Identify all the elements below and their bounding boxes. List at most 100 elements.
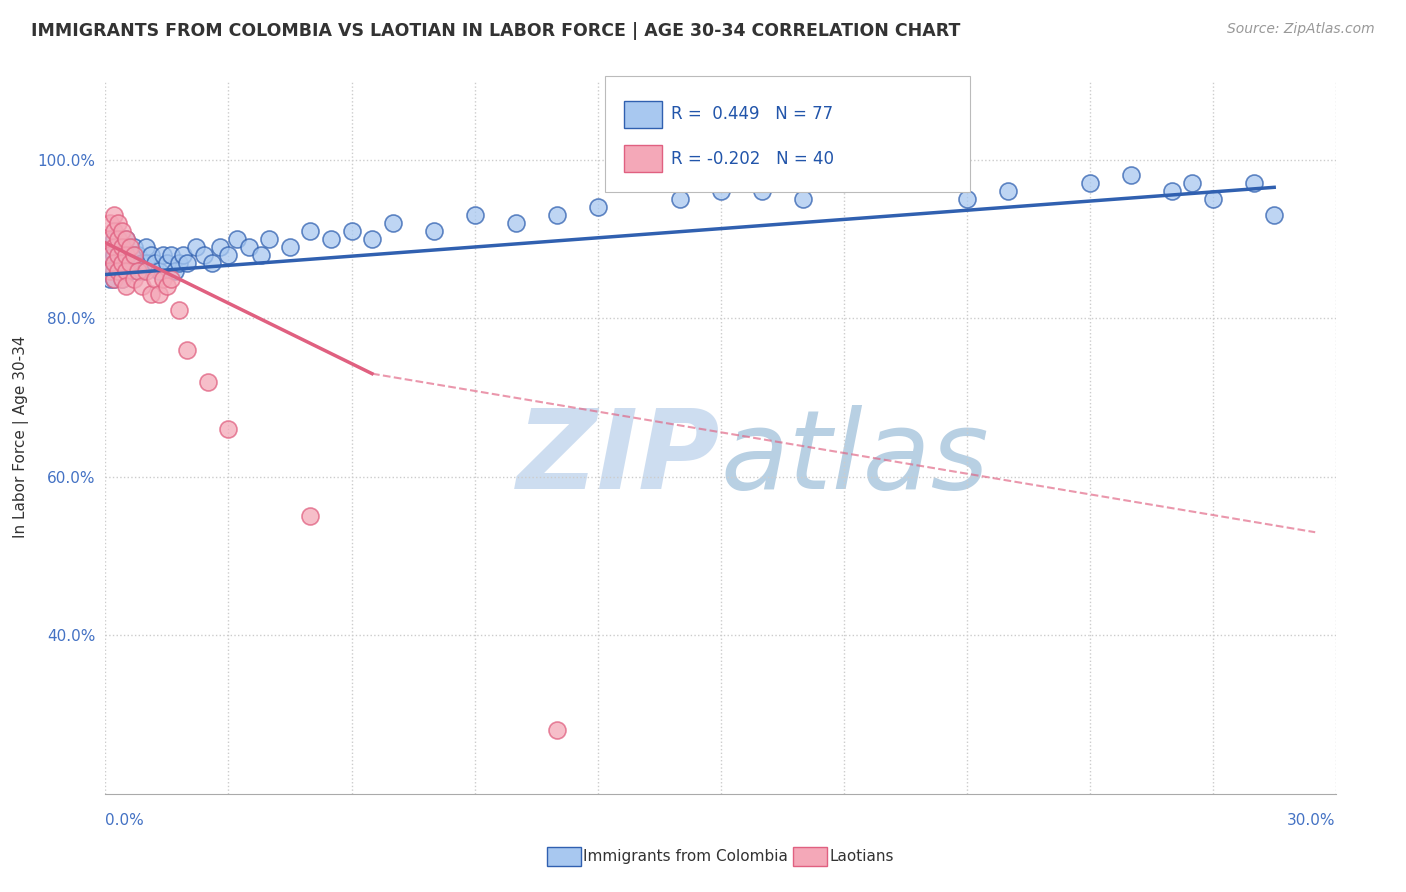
Point — [115, 232, 138, 246]
Point — [259, 232, 281, 246]
Point — [152, 271, 174, 285]
Y-axis label: In Labor Force | Age 30-34: In Labor Force | Age 30-34 — [14, 335, 30, 539]
Point — [148, 263, 170, 277]
Point — [98, 263, 121, 277]
Point — [193, 248, 215, 262]
Point — [98, 232, 121, 246]
Point — [103, 255, 125, 269]
Point — [218, 248, 240, 262]
Point — [98, 216, 121, 230]
Point — [139, 248, 162, 262]
Point — [546, 208, 568, 222]
Point — [111, 255, 134, 269]
Point — [184, 240, 207, 254]
Point — [914, 177, 936, 191]
Point — [111, 271, 134, 285]
Point — [225, 232, 247, 246]
Point — [122, 248, 145, 262]
Point — [107, 248, 129, 262]
Point — [111, 255, 134, 269]
Point — [103, 224, 125, 238]
Point — [122, 271, 145, 285]
Point — [103, 263, 125, 277]
Point — [751, 184, 773, 198]
Point — [115, 255, 138, 269]
Point — [1119, 169, 1142, 183]
Point — [98, 271, 121, 285]
Point — [103, 248, 125, 262]
Point — [165, 263, 187, 277]
Text: R = -0.202   N = 40: R = -0.202 N = 40 — [671, 150, 834, 168]
Point — [107, 216, 129, 230]
Point — [197, 375, 219, 389]
Point — [143, 271, 166, 285]
Point — [131, 255, 153, 269]
Text: Immigrants from Colombia: Immigrants from Colombia — [583, 849, 789, 863]
Point — [115, 248, 138, 262]
Point — [131, 279, 153, 293]
Point — [107, 263, 129, 277]
Point — [122, 255, 145, 269]
Point — [115, 263, 138, 277]
Point — [115, 279, 138, 293]
Text: atlas: atlas — [721, 405, 990, 512]
Point — [710, 184, 733, 198]
Point — [111, 224, 134, 238]
Point — [115, 232, 138, 246]
Point — [1202, 192, 1225, 206]
Point — [160, 271, 183, 285]
Point — [546, 723, 568, 738]
Point — [218, 422, 240, 436]
Point — [103, 271, 125, 285]
Text: R =  0.449   N = 77: R = 0.449 N = 77 — [671, 105, 832, 123]
Point — [381, 216, 404, 230]
Point — [156, 255, 179, 269]
Point — [107, 240, 129, 254]
Point — [103, 271, 125, 285]
Point — [131, 263, 153, 277]
Point — [107, 263, 129, 277]
Point — [122, 240, 145, 254]
Text: ZIP: ZIP — [517, 405, 721, 512]
Point — [103, 255, 125, 269]
Point — [160, 248, 183, 262]
Point — [956, 192, 979, 206]
Point — [120, 255, 141, 269]
Point — [107, 255, 129, 269]
Point — [340, 224, 363, 238]
Point — [176, 343, 198, 357]
Point — [135, 255, 157, 269]
Point — [176, 255, 198, 269]
Point — [148, 287, 170, 301]
Point — [1078, 177, 1101, 191]
Point — [172, 248, 194, 262]
Point — [361, 232, 384, 246]
Point — [278, 240, 301, 254]
Text: Laotians: Laotians — [830, 849, 894, 863]
Point — [103, 232, 125, 246]
Point — [464, 208, 486, 222]
Text: IMMIGRANTS FROM COLOMBIA VS LAOTIAN IN LABOR FORCE | AGE 30-34 CORRELATION CHART: IMMIGRANTS FROM COLOMBIA VS LAOTIAN IN L… — [31, 22, 960, 40]
Point — [1181, 177, 1204, 191]
Point — [238, 240, 260, 254]
Point — [115, 248, 138, 262]
Point — [122, 248, 145, 262]
Point — [169, 255, 191, 269]
Point — [127, 248, 149, 262]
Point — [135, 240, 157, 254]
Point — [107, 248, 129, 262]
Point — [98, 263, 121, 277]
Point — [169, 303, 191, 318]
Point — [792, 192, 814, 206]
Point — [98, 248, 121, 262]
Point — [299, 509, 322, 524]
Point — [422, 224, 444, 238]
Point — [120, 263, 141, 277]
Point — [299, 224, 322, 238]
Point — [120, 255, 141, 269]
Text: Source: ZipAtlas.com: Source: ZipAtlas.com — [1227, 22, 1375, 37]
Point — [103, 240, 125, 254]
Text: 0.0%: 0.0% — [105, 814, 145, 828]
Point — [111, 240, 134, 254]
Point — [120, 248, 141, 262]
